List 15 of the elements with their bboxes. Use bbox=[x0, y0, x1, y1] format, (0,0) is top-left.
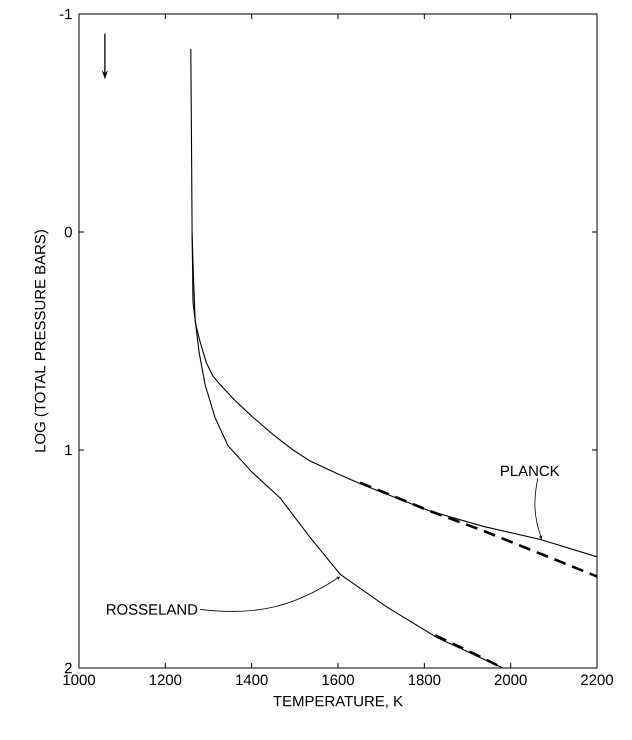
annotation: ROSSELAND bbox=[106, 604, 198, 615]
x-tick-label: 1800 bbox=[408, 674, 440, 686]
y-tick-label: 0 bbox=[64, 226, 72, 238]
x-axis-title: TEMPERATURE, K bbox=[273, 696, 403, 708]
y-axis-title: LOG (TOTAL PRESSURE BARS) bbox=[34, 230, 48, 452]
y-tick-label: -1 bbox=[60, 8, 72, 20]
y-tick-label: 2 bbox=[64, 662, 72, 674]
annotation: PLANCK bbox=[501, 466, 560, 476]
x-tick-label: 1200 bbox=[150, 674, 182, 686]
x-tick-label: 2000 bbox=[494, 674, 527, 686]
y-tick-label: 1 bbox=[65, 444, 72, 456]
x-tick-label: 2200 bbox=[581, 674, 614, 686]
x-tick-label: 1000 bbox=[64, 674, 96, 686]
x-tick-label: 1600 bbox=[322, 674, 354, 686]
x-tick-label: 1400 bbox=[236, 674, 268, 686]
